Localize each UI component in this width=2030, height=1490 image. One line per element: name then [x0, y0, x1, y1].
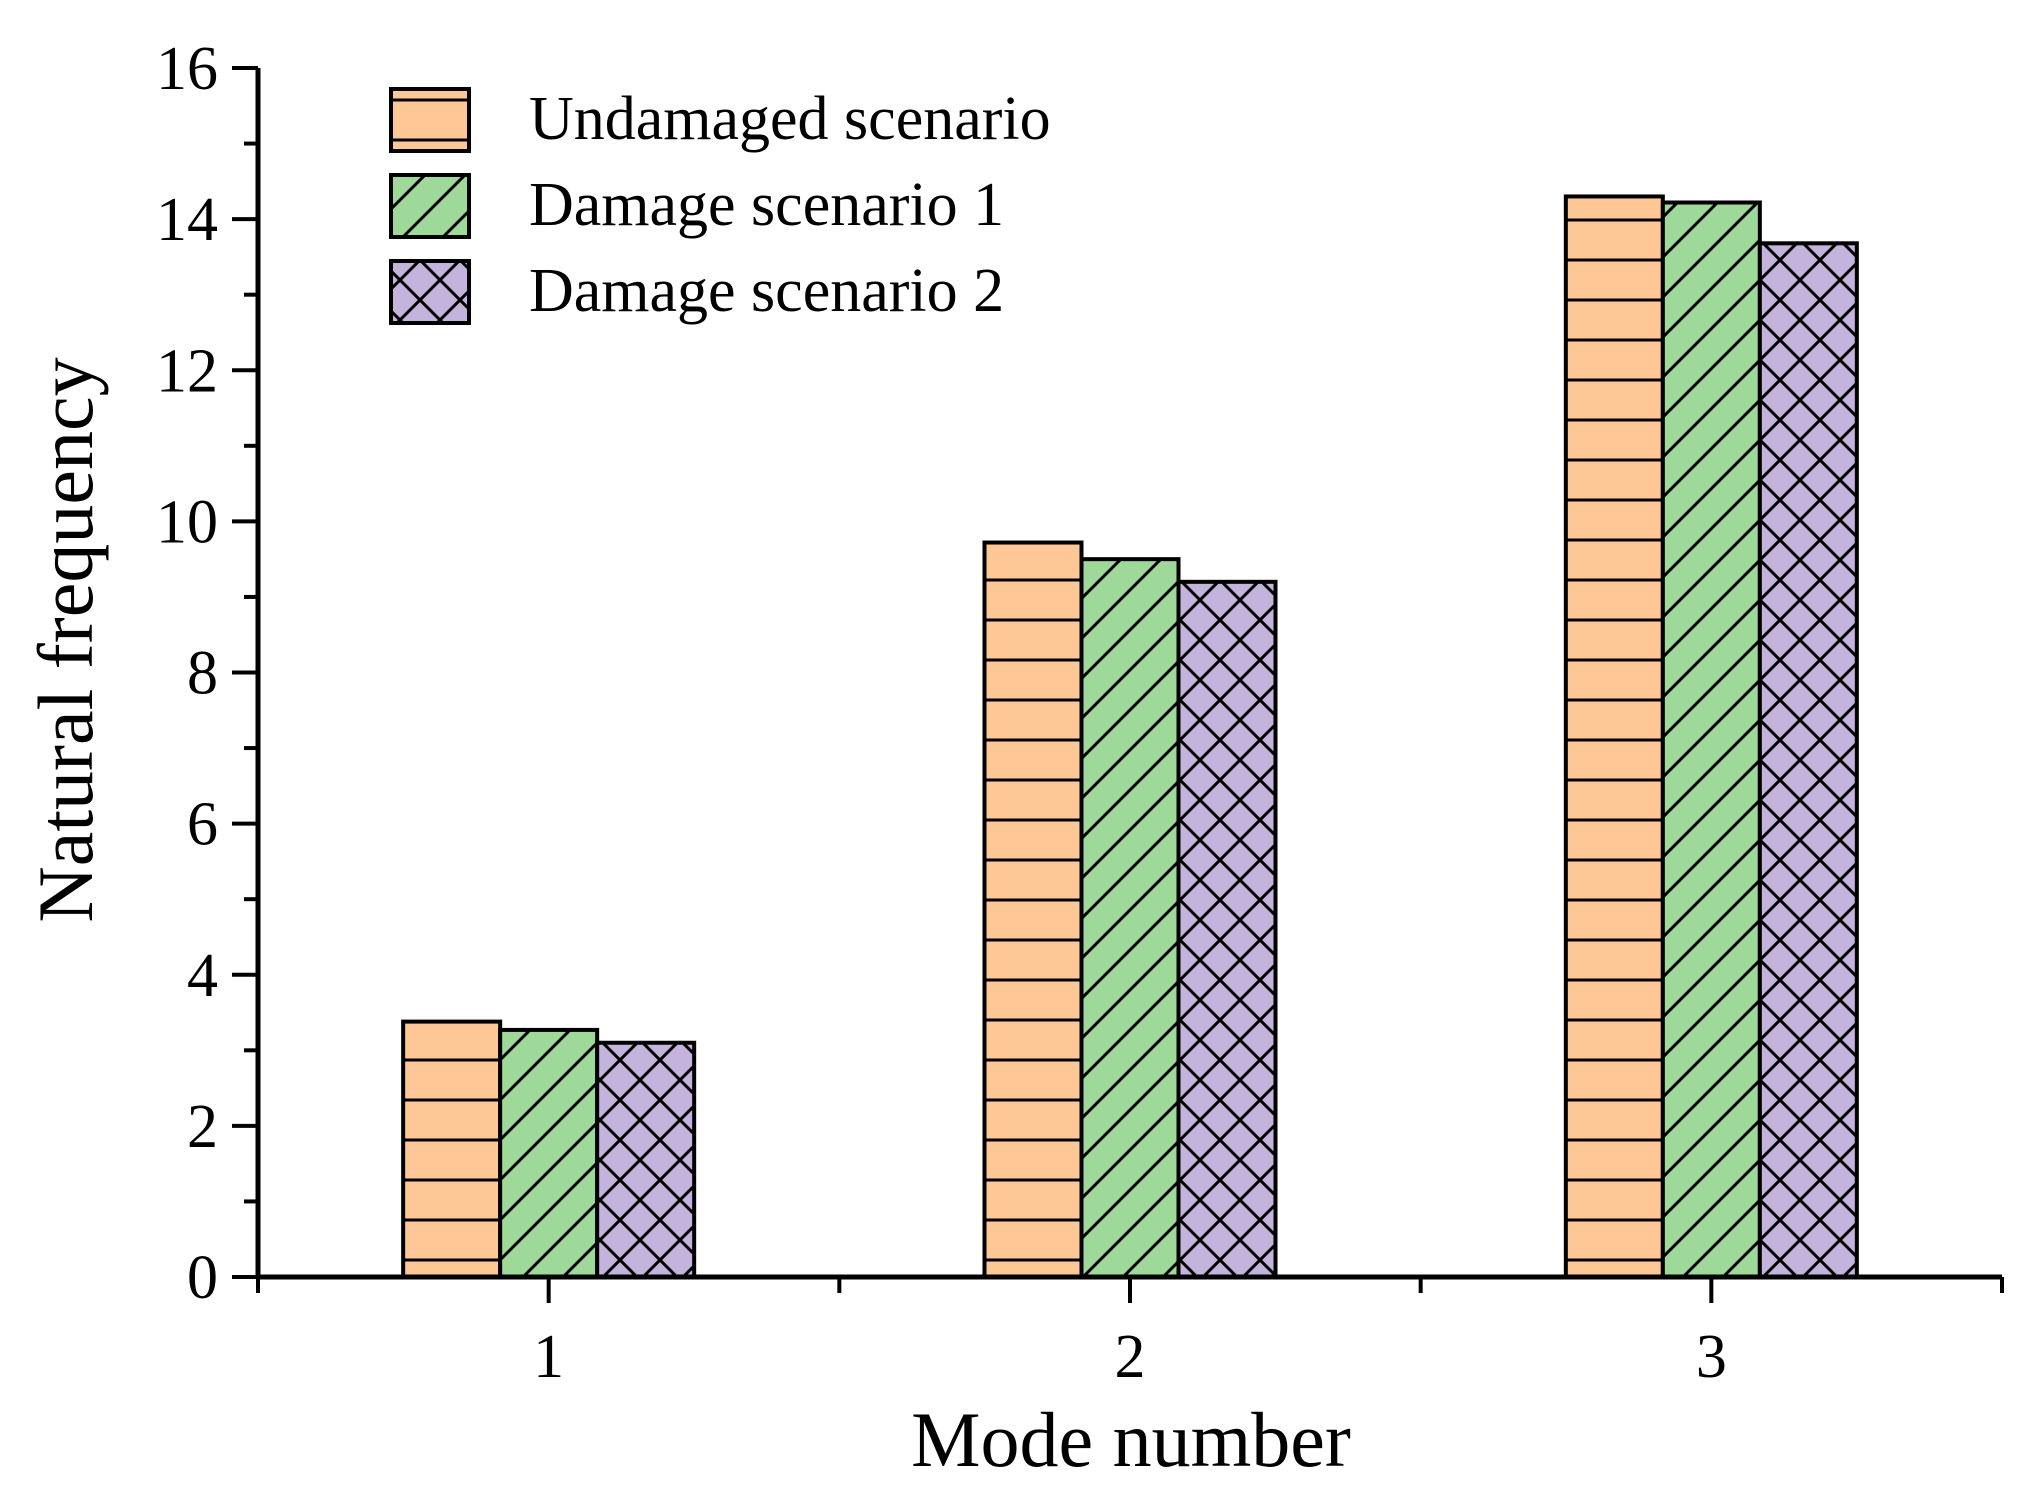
bar-1-1: [401, 1019, 503, 1279]
bar-pattern: [1079, 557, 1181, 1279]
legend-swatch: [389, 87, 471, 153]
x-tick-label: 3: [1696, 1323, 1727, 1391]
legend-item-1: Undamaged scenario: [389, 85, 1051, 153]
legend-label: Damage scenario 2: [529, 257, 1004, 325]
legend-swatch: [389, 259, 471, 325]
bar-pattern: [401, 1019, 503, 1279]
bar-pattern: [498, 1027, 600, 1280]
legend-label: Undamaged scenario: [529, 85, 1051, 153]
bar-3-1: [595, 1040, 697, 1279]
x-axis-title: Mode number: [911, 1396, 1351, 1483]
bar-1-3: [1563, 194, 1665, 1279]
y-tick-label: 14: [156, 186, 218, 254]
bar-pattern: [982, 540, 1084, 1279]
y-tick-label: 10: [156, 488, 218, 556]
bar-3-2: [1176, 579, 1278, 1279]
bars-layer: [401, 194, 1859, 1280]
bar-pattern: [1563, 194, 1665, 1279]
bar-3-3: [1757, 241, 1859, 1279]
y-tick-label: 6: [187, 791, 218, 859]
bar-2-2: [1079, 557, 1181, 1279]
bar-pattern: [1176, 579, 1278, 1279]
legend-item-2: Damage scenario 1: [389, 171, 1004, 239]
bar-2-1: [498, 1027, 600, 1280]
y-tick-label: 0: [187, 1244, 218, 1312]
bar-pattern: [1660, 200, 1762, 1280]
x-tick-label: 1: [533, 1323, 564, 1391]
bar-1-2: [982, 540, 1084, 1279]
legend-swatch: [389, 173, 471, 239]
y-tick-label: 16: [156, 35, 218, 103]
bar-pattern: [595, 1040, 697, 1279]
legend-item-3: Damage scenario 2: [389, 257, 1004, 325]
y-tick-label: 8: [187, 640, 218, 708]
bar-pattern: [1757, 241, 1859, 1279]
x-tick-label: 2: [1115, 1323, 1146, 1391]
legend-label: Damage scenario 1: [529, 171, 1004, 239]
y-axis-title: Natural frequency: [22, 357, 109, 922]
legend: Undamaged scenario Damage scenario 1 Damag…: [389, 85, 1051, 325]
y-tick-label: 4: [187, 942, 218, 1010]
bar-2-3: [1660, 200, 1762, 1280]
y-tick-label: 12: [156, 337, 218, 405]
y-tick-label: 2: [187, 1093, 218, 1161]
